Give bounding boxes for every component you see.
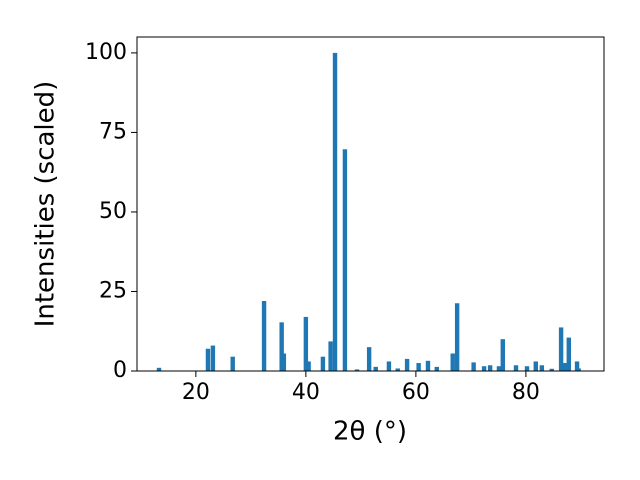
- bar: [500, 339, 505, 371]
- bar: [425, 360, 431, 371]
- x-tick-label: 60: [402, 380, 430, 405]
- bar: [574, 361, 580, 371]
- y-tick-label: 0: [113, 358, 127, 383]
- bar: [210, 345, 216, 371]
- bar: [386, 361, 392, 371]
- bar: [261, 301, 267, 371]
- bar: [496, 366, 502, 371]
- bar: [404, 358, 410, 371]
- bar: [395, 368, 400, 371]
- bar: [539, 365, 545, 371]
- bar: [205, 348, 211, 371]
- bar: [558, 327, 564, 371]
- bar: [454, 303, 460, 371]
- bar: [373, 366, 378, 371]
- bar: [279, 322, 284, 371]
- bar: [156, 367, 162, 371]
- bar: [281, 353, 287, 371]
- bar: [434, 366, 439, 371]
- bar: [513, 365, 519, 371]
- bar: [366, 347, 372, 371]
- bar: [562, 363, 568, 371]
- bar: [533, 361, 538, 371]
- bar: [303, 316, 309, 371]
- y-tick-label: 75: [99, 119, 127, 144]
- y-tick-label: 50: [99, 199, 127, 224]
- y-axis-label: Intensities (scaled): [31, 81, 61, 328]
- bar: [576, 368, 581, 371]
- bar: [524, 366, 530, 371]
- x-tick-label: 80: [512, 380, 540, 405]
- bar: [416, 363, 421, 371]
- x-axis-label: 2θ (°): [333, 417, 407, 447]
- bar: [354, 369, 360, 371]
- plot-frame: [136, 36, 605, 372]
- bar: [471, 362, 476, 371]
- bar: [306, 361, 311, 371]
- x-tick-label: 20: [182, 380, 210, 405]
- bar: [450, 353, 455, 371]
- bar: [230, 356, 235, 371]
- bar: [320, 356, 326, 371]
- bar: [566, 337, 571, 371]
- x-tick-label: 40: [292, 380, 320, 405]
- bar: [332, 52, 338, 372]
- y-tick-label: 100: [85, 40, 127, 65]
- bar: [328, 341, 333, 371]
- bar: [487, 365, 493, 371]
- bar: [481, 366, 487, 371]
- y-tick-label: 25: [99, 278, 127, 303]
- bar: [342, 149, 348, 371]
- bar: [549, 368, 554, 371]
